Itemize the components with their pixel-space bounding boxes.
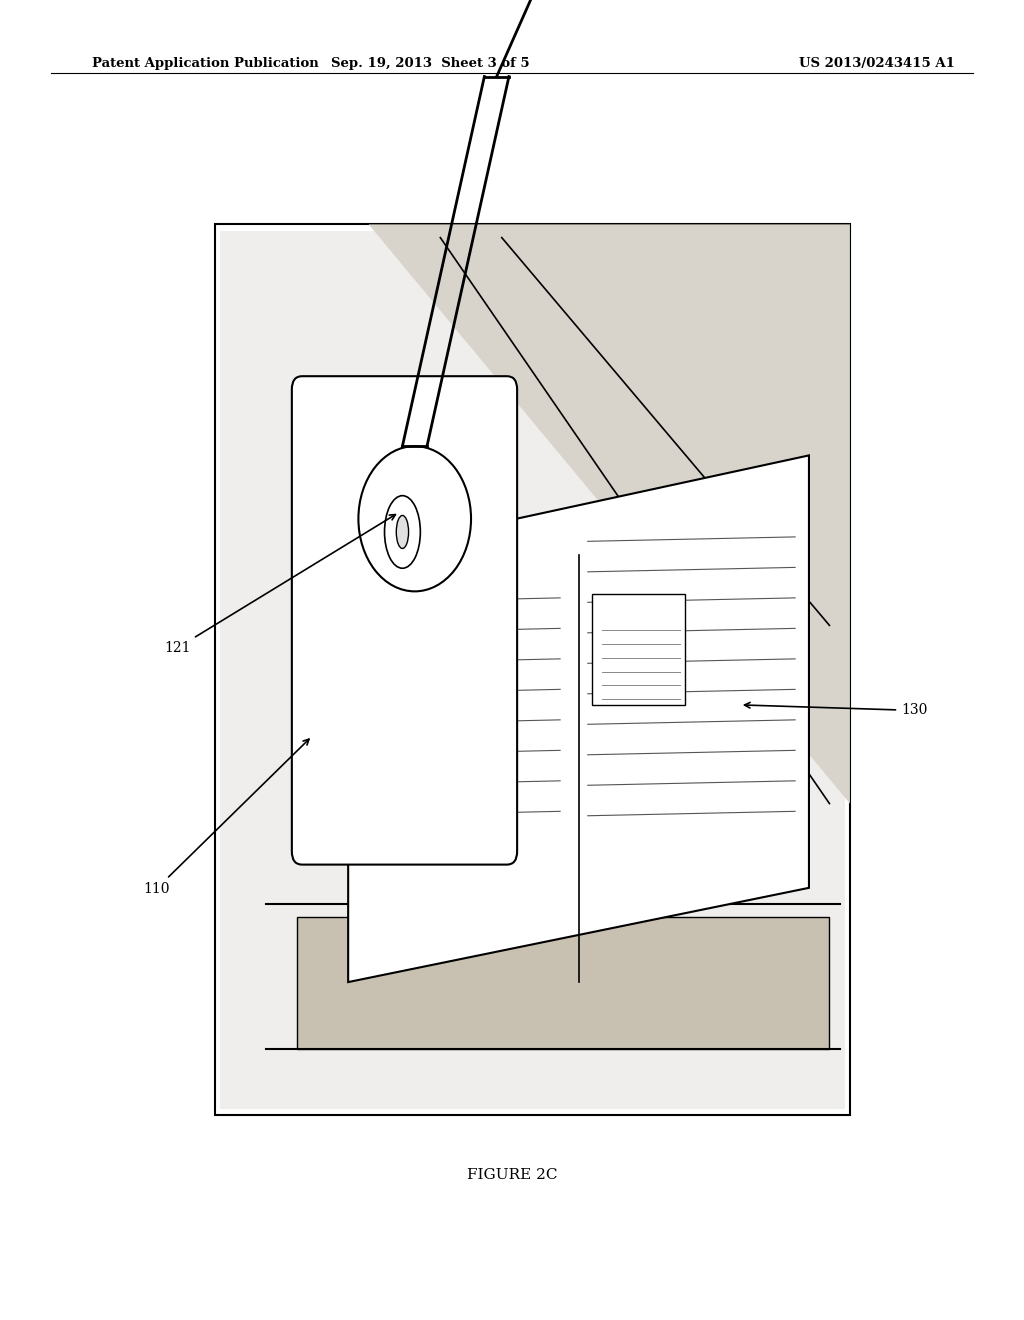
Bar bbox=[592, 594, 684, 705]
Circle shape bbox=[358, 446, 471, 591]
Text: FIGURE 2C: FIGURE 2C bbox=[467, 1168, 557, 1183]
Text: 121: 121 bbox=[164, 515, 395, 655]
Text: US 2013/0243415 A1: US 2013/0243415 A1 bbox=[799, 57, 954, 70]
Ellipse shape bbox=[385, 495, 421, 568]
Text: 110: 110 bbox=[143, 739, 309, 896]
Text: 130: 130 bbox=[744, 702, 928, 718]
Text: Sep. 19, 2013  Sheet 3 of 5: Sep. 19, 2013 Sheet 3 of 5 bbox=[331, 57, 529, 70]
Polygon shape bbox=[297, 917, 829, 1049]
Text: Patent Application Publication: Patent Application Publication bbox=[92, 57, 318, 70]
Polygon shape bbox=[348, 455, 809, 982]
Ellipse shape bbox=[396, 516, 409, 549]
FancyBboxPatch shape bbox=[292, 376, 517, 865]
Bar bbox=[220, 231, 845, 1109]
Bar bbox=[215, 224, 850, 1115]
Bar bbox=[367, 583, 422, 639]
Polygon shape bbox=[369, 224, 850, 804]
